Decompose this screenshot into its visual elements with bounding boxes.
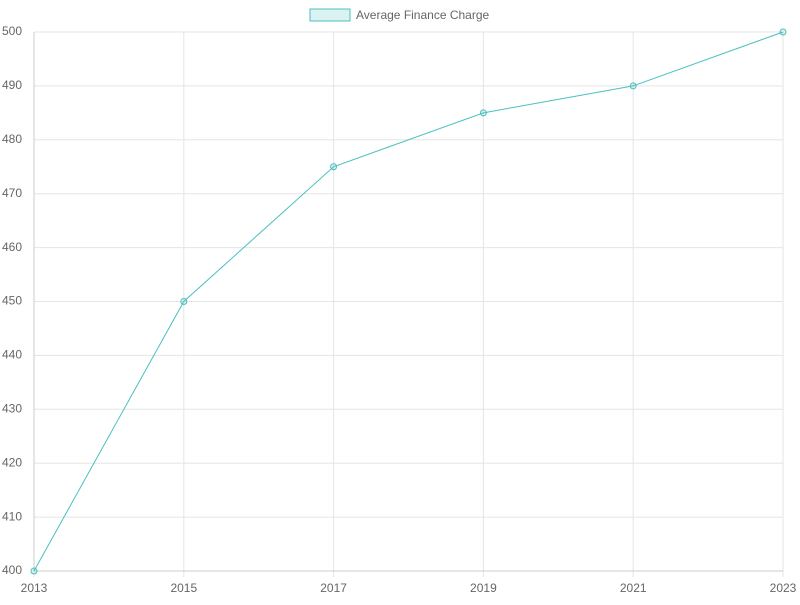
x-tick-label: 2017 [320,581,347,595]
x-tick-label: 2013 [21,581,48,595]
x-tick-label: 2023 [770,581,797,595]
y-tick-label: 460 [2,240,22,254]
data-point [779,28,787,36]
y-tick-label: 400 [2,563,22,577]
y-tick-label: 500 [2,24,22,38]
data-point [180,298,188,305]
x-tick-label: 2021 [620,581,647,595]
data-point [629,82,637,90]
legend-label: Average Finance Charge [356,8,490,22]
data-point [330,163,338,171]
y-tick-label: 490 [2,78,22,92]
y-tick-label: 470 [2,186,22,200]
y-tick-label: 430 [2,401,22,415]
data-point [479,109,487,117]
y-tick-label: 440 [2,348,22,362]
y-tick-label: 480 [2,132,22,146]
y-tick-label: 420 [2,455,22,469]
x-tick-label: 2019 [470,581,497,595]
legend-item: Average Finance Charge [309,8,490,22]
data-point [30,567,38,575]
legend-swatch [309,8,351,22]
data-line [33,31,784,572]
x-tick-label: 2015 [170,581,197,595]
y-tick-label: 450 [2,294,22,308]
y-tick-label: 410 [2,509,22,523]
